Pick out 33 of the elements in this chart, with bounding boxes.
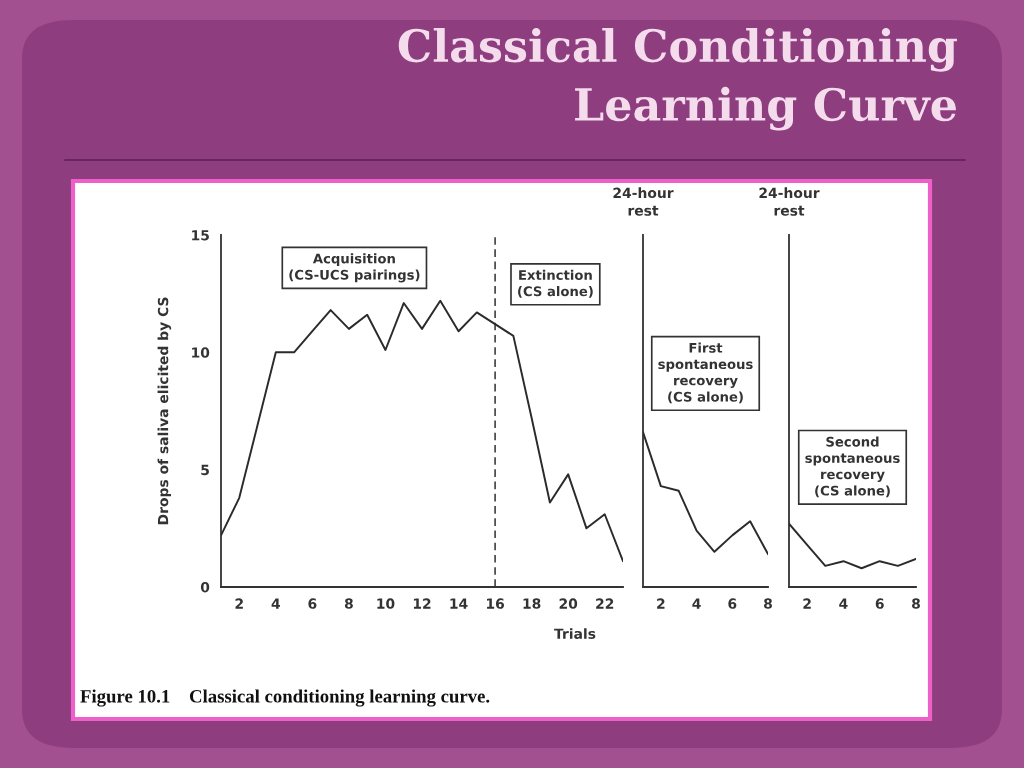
x-tick-label: 2 bbox=[657, 598, 665, 609]
x-tick-label: 14 bbox=[450, 598, 468, 609]
x-tick-label: 8 bbox=[344, 598, 353, 609]
x-tick-label: 16 bbox=[486, 598, 505, 609]
y-axis-title: Drops of saliva elicited by CS bbox=[157, 297, 172, 525]
y-tick-label: 5 bbox=[201, 464, 209, 476]
annotation: Acquisition (CS-UCS pairings) bbox=[289, 253, 420, 283]
annotation: First spontaneous recovery (CS alone) bbox=[658, 342, 753, 404]
x-tick-label: 22 bbox=[596, 598, 614, 609]
x-tick-label: 4 bbox=[271, 598, 281, 609]
x-tick-label: 8 bbox=[764, 598, 772, 609]
x-tick-label: 2 bbox=[235, 598, 243, 609]
x-tick-label: 8 bbox=[912, 598, 920, 609]
y-tick-label: 15 bbox=[192, 230, 209, 241]
y-tick-label: 10 bbox=[192, 347, 210, 358]
caption: Figure 10.1 Classical conditioning learning curve. bbox=[80, 689, 490, 707]
y-tick-label: 0 bbox=[200, 581, 210, 593]
x-tick-label: 6 bbox=[308, 598, 317, 609]
x-tick-label: 20 bbox=[559, 598, 578, 609]
x-tick-label: 18 bbox=[523, 598, 541, 609]
x-tick-label: 12 bbox=[413, 598, 431, 609]
chart-title: 24-hour rest bbox=[613, 187, 674, 216]
x-tick-label: 10 bbox=[377, 598, 395, 609]
x-tick-label: 2 bbox=[803, 598, 811, 609]
annotation: Second spontaneous recovery (CS alone) bbox=[805, 436, 900, 498]
chart-title: Classical Conditioning Learning Curve bbox=[398, 28, 957, 131]
x-tick-label: 4 bbox=[839, 598, 848, 609]
x-tick-label: 6 bbox=[875, 598, 884, 609]
chart-title: 24-hour rest bbox=[759, 187, 820, 216]
x-tick-label: 6 bbox=[728, 598, 737, 609]
annotation: Extinction (CS alone) bbox=[518, 269, 593, 298]
x-tick-label: 4 bbox=[692, 598, 701, 609]
x-axis-title: Trials bbox=[554, 628, 596, 639]
